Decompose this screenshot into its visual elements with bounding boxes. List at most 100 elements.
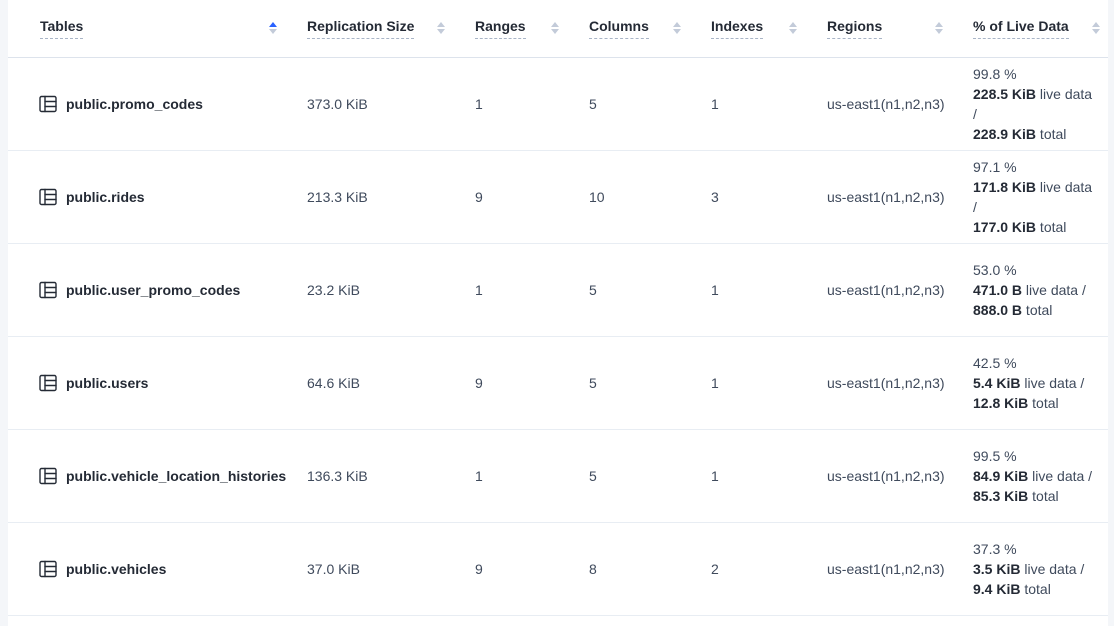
table-icon	[38, 94, 58, 114]
sort-icon	[935, 22, 943, 35]
column-header-label: Columns	[589, 18, 649, 39]
live-data-block: 99.5 % 84.9 KiB live data / 85.3 KiB tot…	[973, 446, 1098, 506]
table-row: public.rides 213.3 KiB 9 10 3 us-east1(n…	[8, 150, 1108, 244]
live-data-block: 97.1 % 171.8 KiB live data / 177.0 KiB t…	[973, 157, 1098, 237]
live-data-percent: 42.5 %	[973, 354, 1017, 371]
table-row: public.promo_codes 373.0 KiB 1 5 1 us-ea…	[8, 57, 1108, 151]
table-row: public.vehicles 37.0 KiB 9 8 2 us-east1(…	[8, 522, 1108, 616]
cell-table-name: public.users	[8, 336, 307, 430]
column-header-replication-size[interactable]: Replication Size	[307, 0, 475, 58]
sort-asc-arrow-icon	[935, 22, 943, 28]
tables-list-card: Tables Replication Size Ranges Colu	[8, 0, 1108, 626]
column-header-ranges[interactable]: Ranges	[475, 0, 589, 58]
table-icon	[38, 280, 58, 300]
cell-live-data: 97.1 % 171.8 KiB live data / 177.0 KiB t…	[973, 150, 1108, 244]
live-data-suffix: live data /	[1028, 467, 1093, 484]
cell-live-data: 37.3 % 3.5 KiB live data / 9.4 KiB total	[973, 522, 1108, 616]
live-data-percent: 99.5 %	[973, 447, 1017, 464]
live-data-block: 99.8 % 228.5 KiB live data / 228.9 KiB t…	[973, 64, 1098, 144]
cell-table-name: public.user_promo_codes	[8, 243, 307, 337]
sort-icon	[789, 22, 797, 35]
column-header-of-live-data[interactable]: % of Live Data	[973, 0, 1108, 58]
column-header-label: Regions	[827, 18, 883, 39]
live-data-suffix: live data /	[973, 85, 1093, 122]
sort-icon	[673, 22, 681, 35]
column-header-inner: Ranges	[475, 18, 559, 39]
cell-table-name: public.vehicle_location_histories	[8, 429, 307, 523]
cell-indexes: 1	[711, 336, 827, 430]
cell-ranges: 1	[475, 429, 589, 523]
total-data-value: 85.3 KiB	[973, 487, 1029, 504]
sort-asc-arrow-icon	[1092, 22, 1100, 28]
cell-regions: us-east1(n1,n2,n3)	[827, 57, 973, 151]
cell-live-data: 99.5 % 84.9 KiB live data / 85.3 KiB tot…	[973, 429, 1108, 523]
table-row: public.vehicle_location_histories 136.3 …	[8, 429, 1108, 523]
live-data-percent: 97.1 %	[973, 158, 1017, 175]
table-name-link[interactable]: public.user_promo_codes	[66, 281, 241, 298]
column-header-tables[interactable]: Tables	[8, 0, 307, 58]
cell-ranges: 9	[475, 150, 589, 244]
live-data-value: 5.4 KiB	[973, 374, 1021, 391]
table-row: public.users 64.6 KiB 9 5 1 us-east1(n1,…	[8, 336, 1108, 430]
cell-columns: 5	[589, 57, 711, 151]
sort-asc-arrow-icon	[551, 22, 559, 28]
table-name-link[interactable]: public.users	[66, 374, 149, 391]
column-header-label: Tables	[40, 18, 84, 39]
column-header-inner: Replication Size	[307, 18, 445, 39]
live-data-value: 171.8 KiB	[973, 178, 1037, 195]
sort-asc-arrow-icon	[437, 22, 445, 28]
column-header-inner: Columns	[589, 18, 681, 39]
sort-asc-arrow-icon	[269, 22, 277, 28]
total-data-suffix: total	[1020, 580, 1051, 597]
table-name-wrap: public.users	[38, 373, 297, 393]
column-header-inner: Regions	[827, 18, 943, 39]
live-data-value: 84.9 KiB	[973, 467, 1029, 484]
header-row: Tables Replication Size Ranges Colu	[8, 0, 1108, 58]
table-name-wrap: public.user_promo_codes	[38, 280, 297, 300]
cell-columns: 5	[589, 429, 711, 523]
live-data-suffix: live data /	[1020, 560, 1085, 577]
column-header-indexes[interactable]: Indexes	[711, 0, 827, 58]
sort-icon	[551, 22, 559, 35]
column-header-label: Replication Size	[307, 18, 415, 39]
cell-table-name: public.rides	[8, 150, 307, 244]
cell-columns: 5	[589, 243, 711, 337]
cell-indexes: 1	[711, 429, 827, 523]
live-data-suffix: live data /	[1020, 374, 1085, 391]
table-name-link[interactable]: public.promo_codes	[66, 95, 203, 112]
cell-replication-size: 37.0 KiB	[307, 522, 475, 616]
cell-regions: us-east1(n1,n2,n3)	[827, 150, 973, 244]
column-header-columns[interactable]: Columns	[589, 0, 711, 58]
table-header: Tables Replication Size Ranges Colu	[8, 0, 1108, 58]
live-data-value: 228.5 KiB	[973, 85, 1037, 102]
table-name-wrap: public.vehicle_location_histories	[38, 466, 297, 486]
table-name-wrap: public.promo_codes	[38, 94, 297, 114]
total-data-value: 888.0 B	[973, 301, 1023, 318]
cell-regions: us-east1(n1,n2,n3)	[827, 243, 973, 337]
table-name-link[interactable]: public.vehicle_location_histories	[66, 467, 287, 484]
table-icon	[38, 187, 58, 207]
sort-asc-arrow-icon	[673, 22, 681, 28]
sort-desc-arrow-icon	[269, 29, 277, 35]
sort-desc-arrow-icon	[789, 29, 797, 35]
column-header-regions[interactable]: Regions	[827, 0, 973, 58]
live-data-block: 42.5 % 5.4 KiB live data / 12.8 KiB tota…	[973, 353, 1098, 413]
cell-ranges: 9	[475, 336, 589, 430]
cell-columns: 5	[589, 336, 711, 430]
cell-regions: us-east1(n1,n2,n3)	[827, 336, 973, 430]
cell-columns: 10	[589, 150, 711, 244]
cell-ranges: 1	[475, 57, 589, 151]
cell-indexes: 1	[711, 57, 827, 151]
table-name-link[interactable]: public.rides	[66, 188, 145, 205]
live-data-suffix: live data /	[973, 178, 1093, 215]
cell-replication-size: 64.6 KiB	[307, 336, 475, 430]
cell-table-name: public.promo_codes	[8, 57, 307, 151]
total-data-value: 228.9 KiB	[973, 125, 1037, 142]
table-name-link[interactable]: public.vehicles	[66, 560, 167, 577]
table-icon	[38, 373, 58, 393]
column-header-label: Ranges	[475, 18, 526, 39]
sort-desc-arrow-icon	[437, 29, 445, 35]
live-data-suffix: live data /	[1022, 281, 1086, 298]
database-tables-grid: Tables Replication Size Ranges Colu	[8, 0, 1108, 616]
cell-replication-size: 373.0 KiB	[307, 57, 475, 151]
